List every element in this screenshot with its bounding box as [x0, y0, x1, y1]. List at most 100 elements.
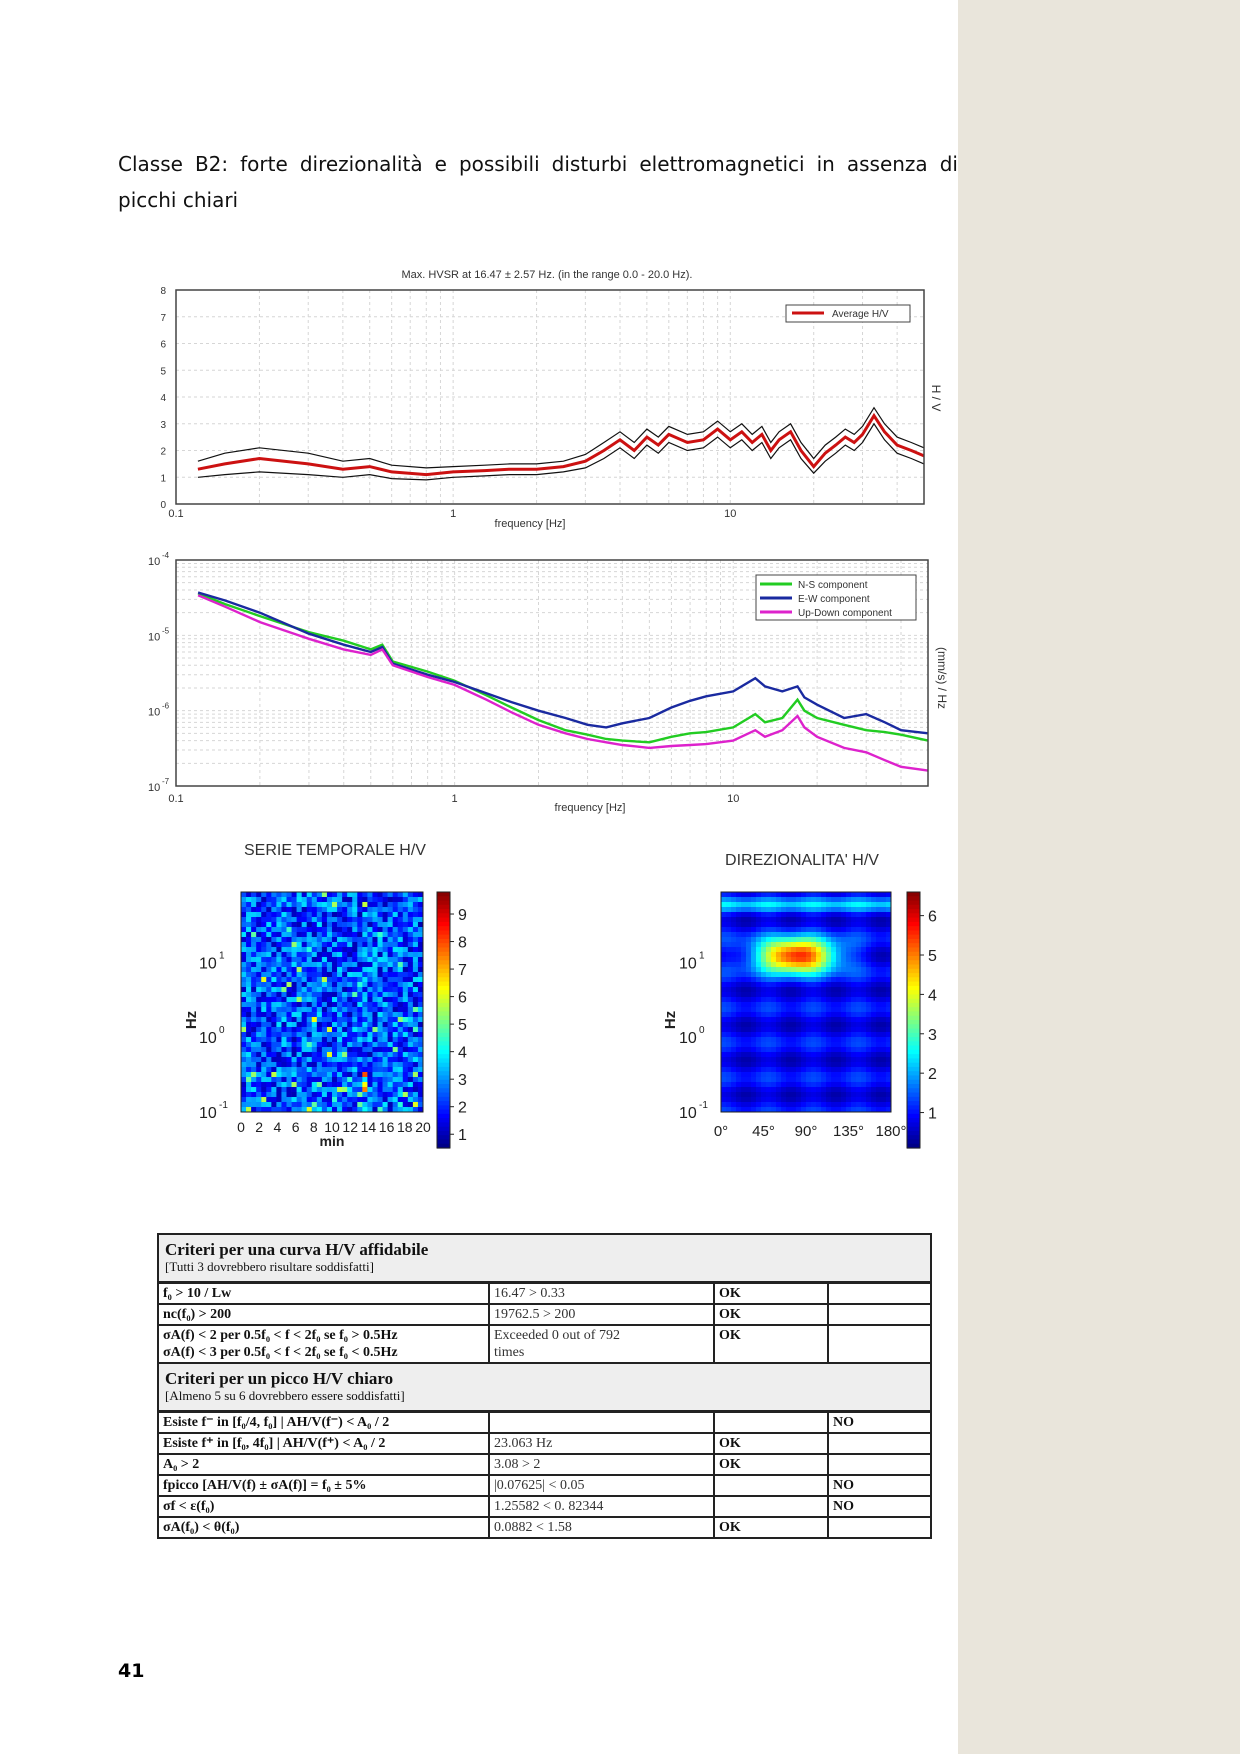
heatmap-cell — [266, 902, 272, 908]
heatmap-cell — [756, 1057, 762, 1063]
heatmap-cell — [316, 1042, 323, 1048]
heatmap-cell — [776, 1027, 782, 1033]
heatmap-cell — [362, 1052, 368, 1058]
heatmap-cell — [266, 1097, 272, 1103]
heatmap-cell — [886, 1062, 892, 1068]
heatmap-cell — [731, 1032, 737, 1038]
heatmap-cell — [387, 992, 393, 998]
heatmap-cell — [392, 892, 399, 898]
colorbar-segment — [907, 1126, 920, 1132]
heatmap-cell — [851, 1027, 857, 1033]
heatmap-cell — [846, 1067, 852, 1073]
heatmap-cell — [811, 912, 817, 918]
y-tick-label: 10 — [679, 955, 697, 972]
heatmap-cell — [266, 987, 272, 993]
heatmap-cell — [276, 1002, 282, 1008]
hvsr-ylabel: H / V — [929, 385, 943, 412]
heatmap-cell — [751, 892, 757, 898]
heatmap-cell — [801, 1087, 807, 1093]
x-tick-label: 10 — [727, 793, 739, 805]
heatmap-cell — [276, 1052, 282, 1058]
heatmap-cell — [776, 997, 782, 1003]
heatmap-cell — [266, 947, 272, 953]
heatmap-cell — [836, 927, 842, 933]
heatmap-cell — [776, 1022, 782, 1028]
heatmap-cell — [306, 947, 313, 953]
heatmap-cell — [761, 932, 767, 938]
heatmap-cell — [367, 1087, 373, 1093]
colorbar-segment — [437, 1143, 450, 1149]
heatmap-cell — [741, 937, 747, 943]
heatmap-cell — [246, 1087, 252, 1093]
heatmap-cell — [246, 957, 252, 963]
heatmap-cell — [736, 987, 742, 993]
heatmap-cell — [741, 962, 747, 968]
heatmap-cell — [291, 932, 297, 938]
heatmap-cell — [781, 1092, 787, 1098]
colorbar-segment — [437, 1088, 450, 1094]
heatmap-cell — [861, 1017, 867, 1023]
heatmap-cell — [397, 962, 404, 968]
heatmap-cell — [806, 1017, 812, 1023]
heatmap-cell — [801, 1017, 807, 1023]
heatmap-cell — [362, 1007, 368, 1013]
heatmap-cell — [387, 1032, 393, 1038]
heatmap-cell — [326, 927, 333, 933]
heatmap-cell — [281, 982, 287, 988]
heatmap-cell — [332, 997, 338, 1003]
heatmap-cell — [251, 1012, 257, 1018]
heatmap-cell — [342, 997, 348, 1003]
heatmap-cell — [347, 957, 353, 963]
heatmap-cell — [372, 1102, 378, 1108]
heatmap-cell — [726, 1017, 732, 1023]
heatmap-cell — [291, 992, 297, 998]
heatmap-cell — [836, 982, 842, 988]
heatmap-cell — [347, 912, 353, 918]
heatmap-cell — [412, 982, 419, 988]
heatmap-cell — [791, 952, 797, 958]
heatmap-cell — [296, 1107, 302, 1113]
heatmap-cell — [861, 1052, 867, 1058]
heatmap-cell — [281, 957, 287, 963]
heatmap-cell — [826, 912, 832, 918]
heatmap-cell — [276, 937, 282, 943]
heatmap-cell — [256, 1072, 262, 1078]
heatmap-cell — [721, 1037, 727, 1043]
heatmap-cell — [861, 892, 867, 898]
heatmap-cell — [306, 1082, 313, 1088]
heatmap-cell — [801, 1057, 807, 1063]
heatmap-cell — [301, 1047, 308, 1053]
heatmap-cell — [871, 1057, 877, 1063]
x-tick-label: 180° — [875, 1123, 906, 1140]
heatmap-cell — [271, 917, 277, 923]
heatmap-cell — [372, 907, 378, 913]
heatmap-cell — [286, 1027, 292, 1033]
heatmap-cell — [342, 932, 348, 938]
heatmap-cell — [301, 917, 308, 923]
heatmap-cell — [266, 1052, 272, 1058]
heatmap-cell — [866, 897, 872, 903]
heatmap-cell — [387, 902, 393, 908]
heatmap-cell — [856, 912, 862, 918]
heatmap-cell — [296, 902, 302, 908]
heatmap-cell — [721, 1057, 727, 1063]
heatmap-cell — [741, 952, 747, 958]
heatmap-cell — [886, 1097, 892, 1103]
criteria-section-reliable-curve: Criteri per una curva H/V affidabile [Tu… — [156, 1233, 933, 1284]
heatmap-cell — [886, 1007, 892, 1013]
heatmap-cell — [407, 1062, 414, 1068]
heatmap-cell — [311, 897, 318, 903]
heatmap-cell — [736, 992, 742, 998]
heatmap-cell — [826, 1027, 832, 1033]
heatmap-cell — [392, 952, 399, 958]
heatmap-cell — [332, 942, 338, 948]
heatmap-cell — [402, 1092, 409, 1098]
heatmap-cell — [347, 1062, 353, 1068]
heatmap-cell — [276, 1017, 282, 1023]
criterion-ok: OK — [713, 1432, 829, 1455]
heatmap-cell — [382, 1022, 388, 1028]
heatmap-cell — [791, 967, 797, 973]
heatmap-cell — [407, 1002, 414, 1008]
heatmap-cell — [377, 957, 383, 963]
heatmap-cell — [726, 987, 732, 993]
